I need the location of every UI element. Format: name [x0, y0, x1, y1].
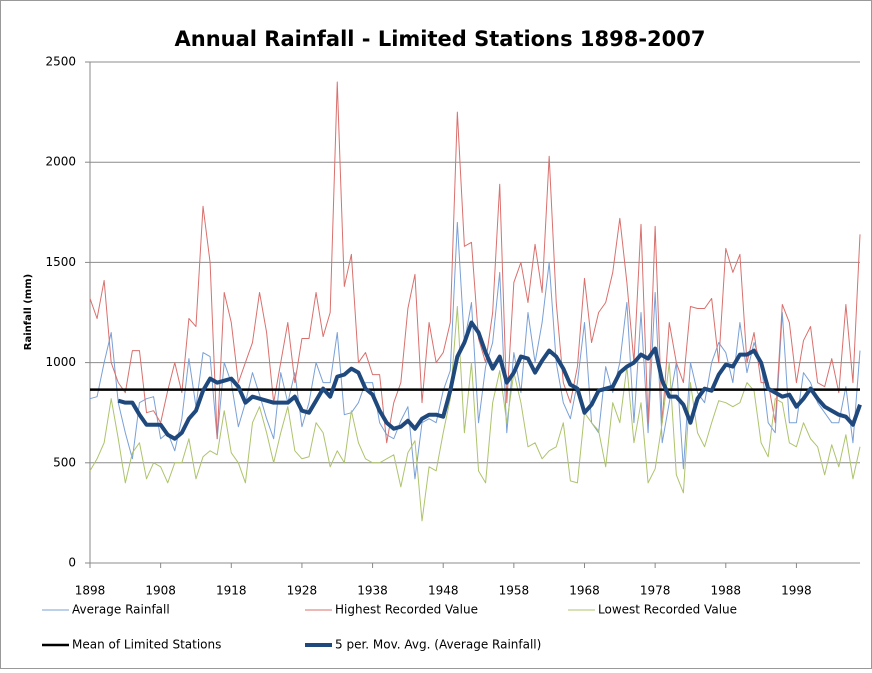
- legend-label: 5 per. Mov. Avg. (Average Rainfall): [335, 638, 541, 652]
- x-tick-label: 1978: [640, 584, 671, 598]
- x-tick-label: 1898: [75, 584, 106, 598]
- x-tick-label: 1938: [357, 584, 388, 598]
- legend-label: Average Rainfall: [72, 603, 170, 617]
- y-tick-label: 0: [68, 556, 76, 570]
- x-tick-label: 1968: [569, 584, 600, 598]
- legend-label: Mean of Limited Stations: [72, 638, 221, 652]
- legend-label: Highest Recorded Value: [335, 603, 478, 617]
- series-line: [117, 320, 862, 441]
- series-line: [89, 305, 861, 522]
- legend-label: Lowest Recorded Value: [598, 603, 737, 617]
- series-line: [89, 81, 861, 444]
- x-tick-label: 1948: [428, 584, 459, 598]
- x-tick-label: 1908: [145, 584, 176, 598]
- y-tick-label: 1500: [45, 255, 76, 269]
- y-tick-label: 500: [53, 455, 76, 469]
- y-tick-label: 2000: [45, 155, 76, 169]
- y-axis-label: Rainfall (mm): [23, 274, 34, 350]
- y-tick-label: 1000: [45, 355, 76, 369]
- x-tick-label: 1928: [287, 584, 318, 598]
- series-line: [89, 221, 861, 480]
- x-tick-label: 1998: [781, 584, 812, 598]
- y-tick-label: 2500: [45, 55, 76, 69]
- x-tick-label: 1988: [711, 584, 742, 598]
- x-tick-label: 1958: [499, 584, 530, 598]
- chart-title: Annual Rainfall - Limited Stations 1898-…: [175, 27, 706, 51]
- x-tick-label: 1918: [216, 584, 247, 598]
